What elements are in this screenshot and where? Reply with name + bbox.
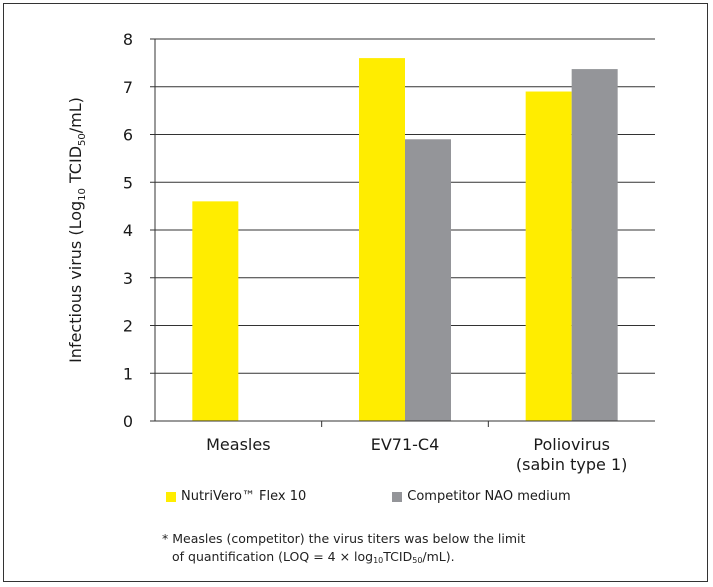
bars (192, 58, 618, 422)
bar-nutrivero-2 (525, 91, 572, 422)
legend-item-nutrivero: NutriVero™ Flex 10 (166, 489, 306, 504)
y-tick-label: 6 (123, 126, 133, 145)
x-tick-label: Measles (206, 435, 270, 454)
bar-competitor-2 (571, 69, 618, 422)
bar-nutrivero-0 (192, 201, 239, 421)
y-tick-label: 3 (123, 269, 133, 288)
legend-label-nutrivero: NutriVero™ Flex 10 (181, 489, 307, 504)
legend: NutriVero™ Flex 10 Competitor NAO medium (166, 489, 571, 504)
bar-nutrivero-1 (359, 58, 405, 421)
x-tick-label: EV71-C4 (371, 435, 440, 454)
y-tick-label: 4 (123, 221, 133, 240)
legend-swatch-nutrivero (166, 491, 176, 502)
y-tick-label: 2 (123, 317, 133, 336)
y-tick-label: 7 (123, 78, 133, 97)
footnote-line-1: * Measles (competitor) the virus titers … (162, 531, 526, 546)
legend-label-competitor: Competitor NAO medium (407, 489, 571, 504)
legend-item-competitor: Competitor NAO medium (392, 489, 571, 504)
bar-competitor-1 (405, 139, 451, 421)
y-tick-label: 1 (123, 364, 133, 383)
y-tick-label: 8 (123, 30, 133, 49)
y-axis-label: Infectious virus (Log10 TCID50/mL) (66, 97, 88, 363)
legend-swatch-competitor (392, 491, 403, 502)
footnote-line-2: of quantification (LOQ = 4 × log10TCID50… (172, 549, 455, 565)
axes (154, 39, 655, 427)
y-tick-label: 0 (123, 412, 133, 431)
y-tick-label: 5 (123, 173, 133, 192)
x-tick-label: Poliovirus (sabin type 1) (516, 435, 627, 474)
x-tick-labels: Measles EV71-C4 Poliovirus (sabin type 1) (206, 435, 627, 474)
footnote: * Measles (competitor) the virus titers … (162, 530, 525, 570)
y-tick-labels: 0 1 2 3 4 5 6 7 8 (123, 30, 133, 431)
